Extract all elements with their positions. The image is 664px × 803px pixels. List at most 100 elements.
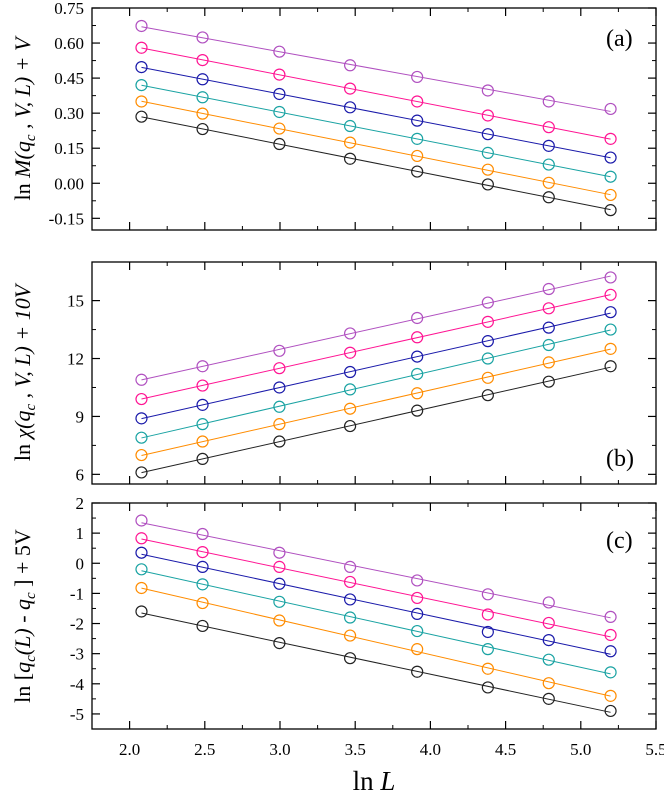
panel-c-point-s1 — [481, 681, 494, 694]
panel-a-fit-line-3 — [141, 84, 611, 178]
panel-b-point-s5 — [135, 392, 148, 406]
panel-a-point-s4 — [273, 87, 286, 101]
panel-a-ytick-label: 0.45 — [54, 69, 84, 88]
panel-a-point-s1 — [135, 110, 148, 123]
panel-c-xtick-label: 3.0 — [269, 740, 290, 759]
panel-a-point-s5 — [273, 68, 286, 81]
panel-c-xtick-label: 2.5 — [194, 740, 215, 759]
panel-a-ytick-label: 0.00 — [54, 174, 84, 193]
panel-a-point-s4 — [481, 128, 494, 141]
panel-b-point-s2 — [542, 356, 555, 369]
panel-b-label: (b) — [606, 446, 634, 472]
panel-b-point-s6 — [604, 271, 617, 284]
panel-a-point-s6 — [273, 45, 286, 58]
panel-b-point-s2 — [604, 342, 617, 355]
panel-b-point-s2 — [196, 435, 209, 448]
panel-c-xtick-label: 3.5 — [345, 740, 366, 759]
panel-a-point-s1 — [196, 122, 209, 136]
panel-a-frame — [91, 7, 657, 231]
panel-c-point-s6 — [273, 546, 286, 559]
panel-c-fit-line-4 — [141, 553, 611, 655]
panel-c-point-s2 — [135, 581, 148, 595]
panel-b-series — [135, 271, 617, 479]
panel-c: (c) ln [qc(L) - qc ] + 5V -5-4-3-2-1012 … — [10, 494, 664, 759]
panel-b-point-s3 — [542, 338, 555, 352]
panel-b-point-s5 — [273, 362, 286, 375]
panel-b-point-s6 — [135, 373, 148, 386]
panel-c-ytick-label: -5 — [70, 705, 84, 724]
panel-b-point-s4 — [343, 365, 357, 379]
panel-a-point-s6 — [481, 84, 494, 97]
panel-c-point-s2 — [481, 662, 494, 675]
panel-a-point-s4 — [411, 114, 424, 127]
panel-b-fit-line-1 — [141, 366, 611, 474]
panel-c-fit-line-2 — [141, 587, 611, 697]
panel-a-point-s5 — [196, 54, 209, 67]
panel-a-point-s5 — [604, 132, 617, 145]
panel-c-frame — [91, 502, 657, 730]
panel-c-point-s1 — [273, 637, 286, 650]
panel-b-point-s1 — [411, 404, 424, 417]
panel-c-point-s2 — [196, 596, 209, 610]
panel-a-yticks: -0.15 0.00 0.15 0.30 0.45 0.60 0.75 — [49, 0, 656, 228]
panel-b-point-s2 — [273, 418, 286, 431]
panel-c-point-s5 — [604, 628, 617, 642]
panel-c-fit-line-5 — [141, 538, 611, 638]
panel-c-point-s4 — [343, 593, 357, 606]
panel-a-point-s2 — [481, 163, 494, 176]
panel-c-point-s2 — [604, 689, 617, 702]
panel-a-point-s4 — [542, 139, 555, 152]
panel-b-point-s3 — [273, 400, 286, 413]
panel-c-point-s3 — [481, 643, 494, 656]
panel-a-fit-line-1 — [141, 116, 611, 211]
panel-b-point-s3 — [481, 352, 494, 365]
panel-c-point-s3 — [273, 595, 286, 608]
panel-c-ytick-label: -4 — [70, 675, 85, 694]
panel-c-point-s5 — [135, 532, 148, 545]
panel-c-point-s3 — [343, 611, 357, 624]
panel-a-ylabel: ln M(qc , V, L) + V — [10, 35, 39, 200]
panel-c-point-s5 — [196, 546, 209, 559]
panel-b-point-s2 — [343, 402, 357, 415]
panel-c-point-s4 — [542, 634, 555, 647]
panel-c-point-s6 — [343, 560, 357, 573]
panel-b-point-s4 — [604, 306, 617, 319]
panel-c-point-s5 — [273, 560, 286, 573]
panel-b-ytick-label: 15 — [67, 292, 84, 311]
panel-c-point-s4 — [604, 645, 617, 658]
panel-a-fit-line-2 — [141, 100, 611, 196]
panel-c-point-s6 — [196, 527, 209, 541]
x-axis-label: ln L — [353, 766, 396, 796]
panel-a-point-s6 — [196, 31, 209, 44]
panel-b-point-s6 — [343, 327, 357, 340]
panel-a-point-s5 — [481, 109, 494, 122]
panel-a-point-s3 — [542, 158, 555, 171]
panel-c-point-s6 — [481, 588, 494, 601]
panel-b-fit-line-3 — [141, 329, 611, 439]
panel-a-ytick-label: -0.15 — [49, 209, 84, 228]
panel-a-point-s3 — [196, 91, 209, 104]
panel-a-point-s6 — [411, 70, 424, 84]
panel-c-xtick-label: 4.0 — [420, 740, 441, 759]
panel-c-point-s4 — [273, 577, 286, 590]
panel-b-point-s1 — [135, 466, 148, 479]
panel-a-point-s6 — [542, 95, 555, 108]
panel-c-fit-line-3 — [141, 570, 611, 675]
panel-a-point-s3 — [135, 79, 148, 92]
panel-a-fit-line-6 — [141, 26, 611, 112]
panel-c-xtick-label: 4.5 — [495, 740, 516, 759]
panel-b-point-s1 — [481, 389, 494, 402]
panel-b-point-s1 — [196, 452, 209, 466]
panel-a-fit-line-5 — [141, 47, 611, 140]
panel-c-point-s4 — [196, 560, 209, 573]
panel-b-point-s2 — [411, 387, 424, 400]
panel-b-point-s5 — [604, 288, 617, 301]
panel-a-point-s2 — [411, 149, 424, 163]
panel-c-point-s1 — [135, 605, 148, 618]
panel-a-ytick-label: 0.75 — [54, 0, 84, 18]
panel-b-ytick-label: 6 — [76, 465, 85, 484]
panel-a-point-s1 — [604, 204, 617, 217]
panel-a: (a) ln M(qc , V, L) + V -0.15 0.00 0.15 0.3… — [10, 0, 657, 231]
panel-b-point-s1 — [343, 419, 357, 433]
